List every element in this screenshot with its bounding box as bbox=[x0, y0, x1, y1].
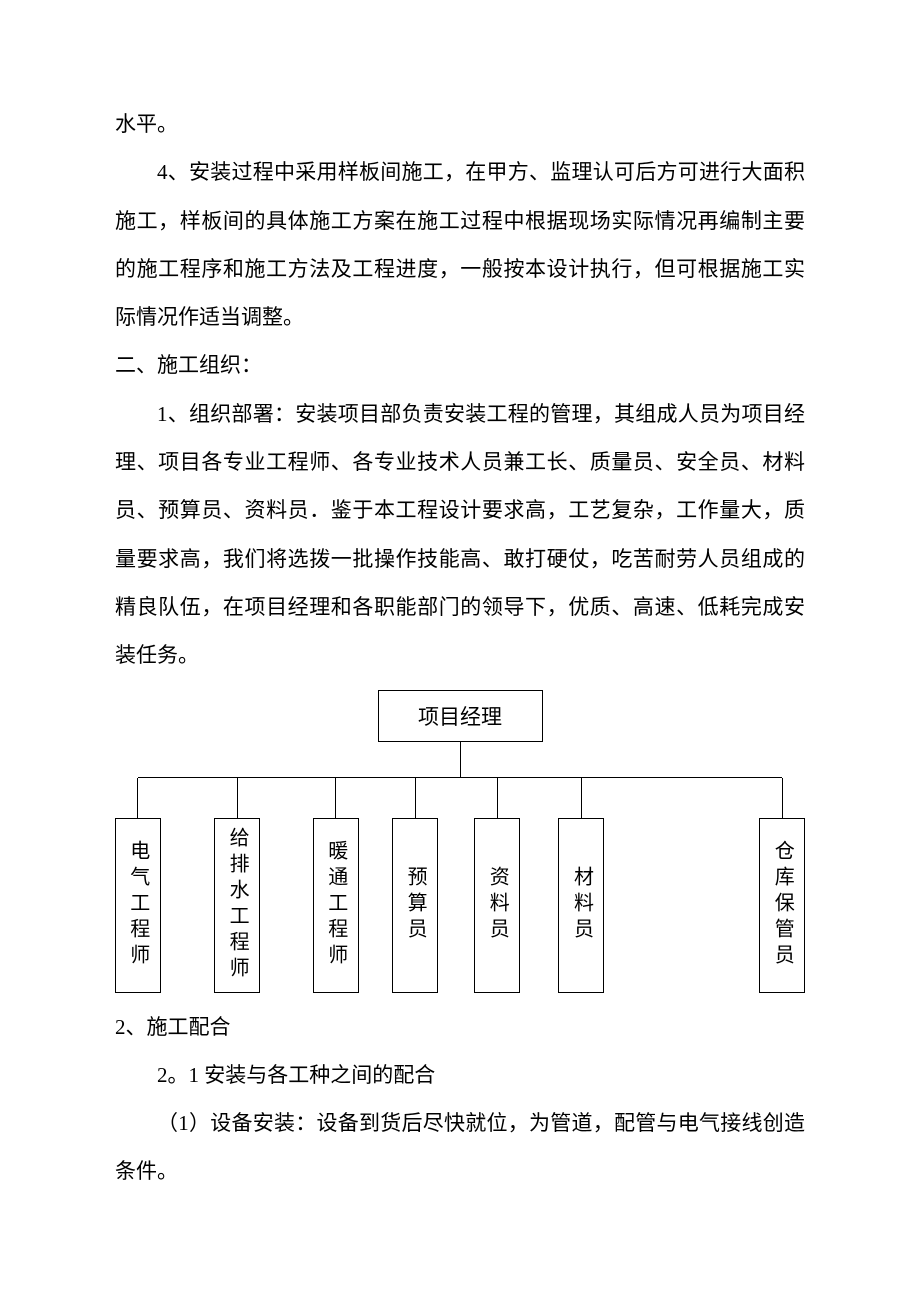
org-leaf-box: 电气工程师 bbox=[115, 818, 161, 993]
org-leaf-label: 预算员 bbox=[405, 866, 425, 944]
section-heading-2: 二、施工组织： bbox=[115, 341, 805, 389]
org-leaf-label: 资料员 bbox=[487, 866, 507, 944]
org-leaf-col: 给排水工程师 bbox=[214, 778, 260, 993]
org-leaf-label: 材料员 bbox=[571, 866, 591, 944]
org-leaf-label: 电气工程师 bbox=[128, 840, 148, 970]
org-leaf-col: 暖通工程师 bbox=[313, 778, 359, 993]
paragraph-2-2-1: 2。1 安装与各工种之间的配合 bbox=[115, 1051, 805, 1099]
org-leaf-col: 预算员 bbox=[392, 778, 438, 993]
org-leaf-stem bbox=[237, 778, 238, 818]
org-leaf-stem bbox=[137, 778, 138, 818]
paragraph-2-2-heading: 2、施工配合 bbox=[115, 1003, 805, 1051]
org-leaf-label: 给排水工程师 bbox=[227, 827, 247, 983]
org-leaf-stem bbox=[782, 778, 783, 818]
paragraph-item-4: 4、安装过程中采用样板间施工，在甲方、监理认可后方可进行大面积施工，样板间的具体… bbox=[115, 148, 805, 341]
org-leaf-box: 预算员 bbox=[392, 818, 438, 993]
org-leaf-box: 材料员 bbox=[558, 818, 604, 993]
org-leaf-box: 资料员 bbox=[474, 818, 520, 993]
org-leaf-box: 暖通工程师 bbox=[313, 818, 359, 993]
org-root-stem bbox=[460, 742, 461, 777]
org-leaf-stem bbox=[581, 778, 582, 818]
org-leaf-stem bbox=[415, 778, 416, 818]
org-leaf-row: 电气工程师 给排水工程师 暖通工程师 预算员 资料员 材料员 仓库保管员 bbox=[115, 778, 805, 993]
org-leaf-col: 资料员 bbox=[474, 778, 520, 993]
paragraph-2-2-1-item1: （1）设备安装：设备到货后尽快就位，为管道，配管与电气接线创造条件。 bbox=[115, 1099, 805, 1196]
paragraph-continuation: 水平。 bbox=[115, 100, 805, 148]
org-root-box: 项目经理 bbox=[378, 690, 543, 742]
org-leaf-box: 给排水工程师 bbox=[214, 818, 260, 993]
org-leaf-box: 仓库保管员 bbox=[759, 818, 805, 993]
org-leaf-label: 暖通工程师 bbox=[326, 840, 346, 970]
org-leaf-col: 材料员 bbox=[558, 778, 604, 993]
org-leaf-stem bbox=[497, 778, 498, 818]
paragraph-2-1: 1、组织部署：安装项目部负责安装工程的管理，其组成人员为项目经理、项目各专业工程… bbox=[115, 390, 805, 680]
org-root-label: 项目经理 bbox=[418, 701, 502, 731]
org-leaf-col: 仓库保管员 bbox=[759, 778, 805, 993]
org-leaf-stem bbox=[335, 778, 336, 818]
org-leaf-col: 电气工程师 bbox=[115, 778, 161, 993]
org-chart: 项目经理 电气工程师 给排水工程师 暖通工程师 预算员 资料员 材料员 仓库保管员 bbox=[115, 690, 805, 993]
document-page: 水平。 4、安装过程中采用样板间施工，在甲方、监理认可后方可进行大面积施工，样板… bbox=[0, 0, 920, 1302]
org-leaf-label: 仓库保管员 bbox=[772, 840, 792, 970]
